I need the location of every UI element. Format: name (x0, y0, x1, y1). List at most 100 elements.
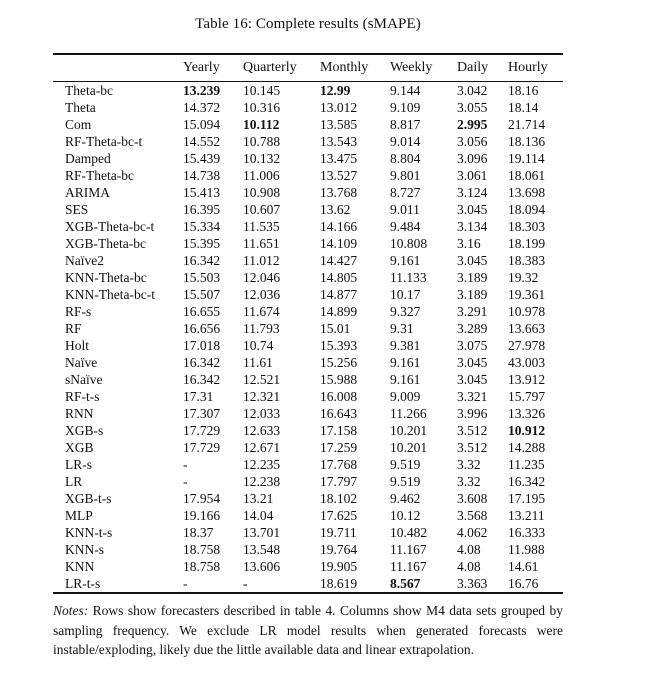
value-cell: 14.166 (320, 219, 358, 234)
value-cell: 18.619 (320, 576, 358, 591)
value-cell: 13.326 (508, 406, 546, 421)
table-caption: Table 16: Complete results (sMAPE) (195, 16, 421, 32)
value-cell: 19.905 (320, 559, 358, 574)
value-cell: 15.797 (508, 389, 546, 404)
table-row: LR - 12.238 17.797 9.519 3.32 16.342 (53, 473, 563, 490)
value-cell: 13.585 (320, 117, 358, 132)
table-row: RF-Theta-bc-t 14.552 10.788 13.543 9.014 3.05… (53, 133, 563, 150)
model-name: Com (65, 117, 92, 132)
table-row: Theta 14.372 10.316 13.012 9.109 3.055 18.14 (53, 99, 563, 116)
paper-page: Table 16: Complete results (sMAPE) Yearl… (53, 16, 563, 657)
value-cell: 9.109 (390, 100, 421, 115)
value-cell: 3.124 (457, 185, 488, 200)
value-cell: 11.167 (390, 559, 427, 574)
table-row: RF-s 16.655 11.674 14.899 9.327 3.291 10.978 (53, 303, 563, 320)
results-table: Yearly Quarterly Monthly Weekly Daily Ho… (53, 53, 563, 594)
model-column-header (53, 54, 183, 82)
model-name: RF (65, 321, 82, 336)
value-cell: 11.167 (390, 542, 427, 557)
table-row: XGB-s 17.729 12.633 17.158 10.201 3.512 10.912 (53, 422, 563, 439)
table-row: KNN-Theta-bc-t 15.507 12.036 14.877 10.17 3.1… (53, 286, 563, 303)
value-cell: 14.899 (320, 304, 358, 319)
value-cell: 10.74 (243, 338, 274, 353)
value-cell: 9.462 (390, 491, 421, 506)
value-cell: 3.134 (457, 219, 488, 234)
value-cell: 12.238 (243, 474, 281, 489)
table-row: SES 16.395 10.607 13.62 9.011 3.045 18.094 (53, 201, 563, 218)
value-cell: 15.094 (183, 117, 221, 132)
value-cell: 17.018 (183, 338, 221, 353)
value-cell: 18.37 (183, 525, 214, 540)
table-row: KNN-Theta-bc 15.503 12.046 14.805 11.133 3.18… (53, 269, 563, 286)
value-cell: 3.075 (457, 338, 488, 353)
value-cell: 13.768 (320, 185, 358, 200)
value-cell: 16.656 (183, 321, 221, 336)
model-name: sNaïve (65, 372, 103, 387)
table-row: Damped 15.439 10.132 13.475 8.804 3.096 19.114 (53, 150, 563, 167)
model-name: XGB-Theta-bc-t (65, 219, 155, 234)
value-cell: 4.08 (457, 542, 481, 557)
model-name: MLP (65, 508, 93, 523)
model-name: KNN-s (65, 542, 104, 557)
model-name: RF-Theta-bc (65, 168, 134, 183)
model-name: LR-s (65, 457, 92, 472)
value-cell: 2.995 (457, 117, 488, 132)
value-cell: 15.439 (183, 151, 221, 166)
header-row: Yearly Quarterly Monthly Weekly Daily Ho… (53, 54, 563, 82)
table-row: Naïve 16.342 11.61 15.256 9.161 3.045 43.003 (53, 354, 563, 371)
value-cell: - (183, 474, 188, 489)
value-cell: 13.701 (243, 525, 281, 540)
value-cell: 21.714 (508, 117, 546, 132)
value-cell: 13.606 (243, 559, 281, 574)
value-cell: 10.12 (390, 508, 421, 523)
table-row: LR-s - 12.235 17.768 9.519 3.32 11.235 (53, 456, 563, 473)
value-cell: 3.045 (457, 202, 488, 217)
value-cell: 14.805 (320, 270, 358, 285)
column-header-quarterly: Quarterly (243, 60, 297, 75)
model-name: Theta (65, 100, 96, 115)
value-cell: 11.133 (390, 270, 427, 285)
value-cell: 3.055 (457, 100, 488, 115)
model-name: Holt (65, 338, 90, 353)
value-cell: 17.729 (183, 423, 221, 438)
column-header-weekly: Weekly (390, 60, 433, 75)
value-cell: 13.548 (243, 542, 281, 557)
value-cell: 14.372 (183, 100, 221, 115)
value-cell: 3.042 (457, 83, 488, 98)
model-name: KNN-Theta-bc (65, 270, 147, 285)
value-cell: 12.321 (243, 389, 281, 404)
value-cell: 11.012 (243, 253, 280, 268)
value-cell: 11.793 (243, 321, 280, 336)
value-cell: 12.633 (243, 423, 281, 438)
value-cell: 10.17 (390, 287, 421, 302)
value-cell: 3.045 (457, 253, 488, 268)
model-name: Theta-bc (65, 83, 113, 98)
column-header-yearly: Yearly (183, 60, 220, 75)
value-cell: 18.303 (508, 219, 546, 234)
value-cell: 11.674 (243, 304, 280, 319)
value-cell: 3.056 (457, 134, 488, 149)
value-cell: 3.045 (457, 355, 488, 370)
value-cell: 3.363 (457, 576, 488, 591)
value-cell: 14.61 (508, 559, 539, 574)
table-row: Com 15.094 10.112 13.585 8.817 2.995 21.714 (53, 116, 563, 133)
table-row: KNN-s 18.758 13.548 19.764 11.167 4.08 11.988 (53, 541, 563, 558)
value-cell: 27.978 (508, 338, 546, 353)
value-cell: 8.727 (390, 185, 421, 200)
value-cell: 13.663 (508, 321, 546, 336)
value-cell: 18.102 (320, 491, 358, 506)
value-cell: 9.327 (390, 304, 421, 319)
model-name: ARIMA (65, 185, 111, 200)
value-cell: 17.768 (320, 457, 358, 472)
value-cell: 17.158 (320, 423, 358, 438)
value-cell: 18.758 (183, 542, 221, 557)
table-row: Holt 17.018 10.74 15.393 9.381 3.075 27.978 (53, 337, 563, 354)
value-cell: 19.32 (508, 270, 539, 285)
model-name: RF-t-s (65, 389, 100, 404)
model-name: RF-s (65, 304, 92, 319)
value-cell: 13.698 (508, 185, 546, 200)
value-cell: 10.607 (243, 202, 281, 217)
value-cell: 16.655 (183, 304, 221, 319)
value-cell: 9.161 (390, 372, 421, 387)
value-cell: 3.096 (457, 151, 488, 166)
